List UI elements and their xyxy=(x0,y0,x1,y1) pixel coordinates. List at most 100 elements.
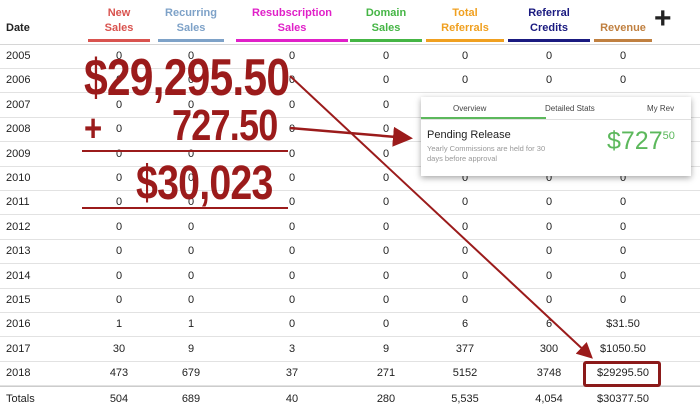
table-cell: 0 xyxy=(382,245,390,258)
table-cell: 0 xyxy=(187,220,195,233)
annotation-total: $30,023 xyxy=(136,157,273,210)
table-cell: 0 xyxy=(619,269,627,282)
annotation-amount-2018: $29,295.50 xyxy=(84,49,290,107)
recurring-sales-underline xyxy=(158,39,224,42)
table-cell: $1050.50 xyxy=(600,342,646,355)
table-row: 2007 0 0 0 0 xyxy=(0,93,700,118)
table-cell: 0 xyxy=(288,50,296,62)
pending-release-title: Pending Release xyxy=(427,129,511,141)
recurring-sales-header[interactable]: Recurring Sales xyxy=(158,6,224,42)
tab-detailed-stats[interactable]: Detailed Stats xyxy=(545,104,595,113)
arrow-to-pending xyxy=(289,126,413,147)
table-cell: 0 xyxy=(461,196,469,209)
table-cell: 0 xyxy=(461,269,469,282)
new-sales-header[interactable]: New Sales xyxy=(88,6,150,42)
table-cell: 0 xyxy=(288,147,296,160)
table-cell: 0 xyxy=(619,245,627,258)
year-cell: 2015 xyxy=(6,294,31,306)
totals-cell: 40 xyxy=(285,393,299,405)
table-cell: 0 xyxy=(288,245,296,258)
year-cell: 2014 xyxy=(6,269,31,282)
table-row: 2012 0 0 0 0 0 0 0 xyxy=(0,215,700,240)
resubscription-sales-underline xyxy=(236,39,348,42)
table-cell: 37 xyxy=(285,367,299,380)
table-cell: 0 xyxy=(187,172,195,184)
table-cell: 0 xyxy=(382,147,390,160)
date-column-header: Date xyxy=(6,22,30,34)
resubscription-sales-header[interactable]: Resubscription Sales xyxy=(236,6,348,42)
plus-icon[interactable]: + xyxy=(654,2,672,35)
table-cell: 0 xyxy=(382,74,390,87)
revenue-header[interactable]: Revenue xyxy=(594,21,652,42)
domain-sales-header[interactable]: Domain Sales xyxy=(350,6,422,42)
table-cell: 0 xyxy=(382,318,390,331)
table-cell: 0 xyxy=(461,172,469,184)
table-cell: 0 xyxy=(545,245,553,258)
year-cell: 2017 xyxy=(6,342,31,355)
table-cell: 0 xyxy=(115,294,123,306)
year-cell: 2011 xyxy=(6,196,30,209)
tab-my-revenue[interactable]: My Rev xyxy=(647,104,675,113)
year-cell: 2012 xyxy=(6,220,31,233)
table-row: 2011 0 0 0 0 0 0 0 xyxy=(0,190,700,216)
table-row: 2010 0 0 0 0 0 0 0 xyxy=(0,166,700,191)
table-cell: 0 xyxy=(187,98,195,111)
highlighted-revenue-box xyxy=(583,361,661,387)
resubscription-sales-header-label: Resubscription Sales xyxy=(251,7,333,34)
annotation-sum-line xyxy=(82,150,288,152)
table-row: 2013 0 0 0 0 0 0 0 xyxy=(0,239,700,265)
revenue-underline xyxy=(594,39,652,42)
table-cell: 0 xyxy=(187,269,195,282)
table-cell: 0 xyxy=(288,318,296,331)
table-cell: 0 xyxy=(115,147,123,160)
year-cell: 2006 xyxy=(6,74,31,87)
table-cell: 0 xyxy=(461,74,469,87)
referral-credits-header[interactable]: Referral Credits xyxy=(508,6,590,42)
table-cell: 0 xyxy=(545,172,553,184)
totals-cell: $30377.50 xyxy=(597,393,649,405)
total-referrals-header[interactable]: Total Referrals xyxy=(426,6,504,42)
table-cell: 0 xyxy=(545,74,553,87)
table-cell: 0 xyxy=(115,269,123,282)
pending-amount-cents: 50 xyxy=(662,130,675,142)
table-cell: 0 xyxy=(619,74,627,87)
table-cell: 0 xyxy=(115,98,123,111)
table-cell: 0 xyxy=(382,196,390,209)
year-cell: 2009 xyxy=(6,147,31,160)
table-cell: 0 xyxy=(382,220,390,233)
table-cell: 0 xyxy=(619,172,627,184)
table-cell: 679 xyxy=(181,367,201,380)
table-cell: 300 xyxy=(539,342,559,355)
table-cell: 0 xyxy=(187,50,195,62)
table-cell: 6 xyxy=(545,318,553,331)
table-cell: 0 xyxy=(288,269,296,282)
year-cell: 2013 xyxy=(6,245,31,258)
table-cell: 0 xyxy=(187,74,195,87)
annotation-plus-sign: + xyxy=(84,108,102,150)
year-cell: 2005 xyxy=(6,50,31,62)
recurring-sales-header-label: Recurring Sales xyxy=(165,7,217,34)
table-cell: 9 xyxy=(382,342,390,355)
totals-cell: 5,535 xyxy=(451,393,479,405)
table-header: Date New Sales Recurring Sales Resubscript… xyxy=(0,0,700,45)
pending-release-amount: $72750 xyxy=(607,127,675,156)
table-cell: 0 xyxy=(545,50,553,62)
table-cell: 0 xyxy=(115,123,123,136)
table-cell: 0 xyxy=(288,98,296,111)
total-referrals-header-label: Total Referrals xyxy=(441,7,489,34)
year-cell: 2018 xyxy=(6,367,31,380)
referral-credits-header-label: Referral Credits xyxy=(528,7,570,34)
tab-overview[interactable]: Overview xyxy=(453,104,487,113)
table-cell: 0 xyxy=(187,294,195,306)
table-cell: 3748 xyxy=(536,367,562,380)
table-cell: 0 xyxy=(619,196,627,209)
totals-cell: 689 xyxy=(181,393,201,405)
table-cell: 0 xyxy=(288,74,296,87)
pending-release-card: Overview Detailed Stats My Rev Pending R… xyxy=(421,97,691,176)
table-cell: 0 xyxy=(461,245,469,258)
totals-cell: 4,054 xyxy=(535,393,563,405)
table-cell: 3 xyxy=(288,342,296,355)
active-tab-indicator xyxy=(421,117,546,119)
table-cell: 0 xyxy=(382,172,390,184)
